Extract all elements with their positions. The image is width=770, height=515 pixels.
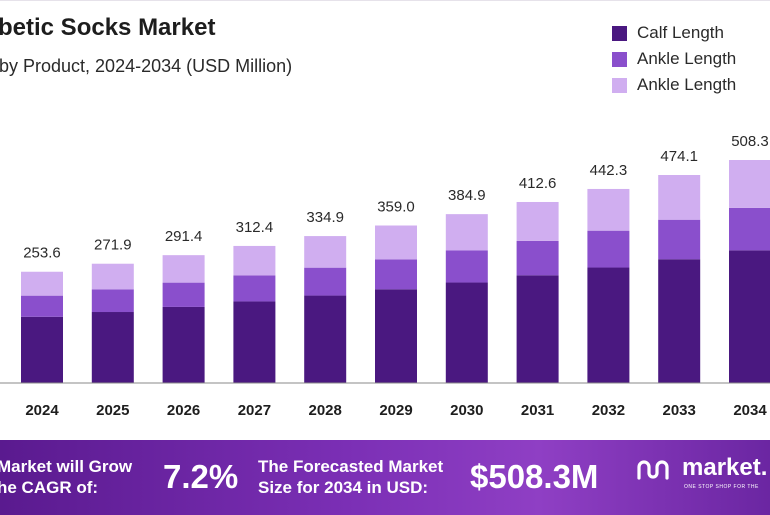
bar-2034-ankle-length-1 bbox=[729, 207, 770, 251]
cagr-value: 7.2% bbox=[163, 458, 239, 495]
x-tick-2025: 2025 bbox=[96, 402, 129, 419]
bar-2030-ankle-length-1 bbox=[445, 250, 488, 283]
total-label-2025: 271.9 bbox=[94, 237, 132, 254]
bar-2033-ankle-length-1 bbox=[658, 219, 701, 260]
bar-2032-calf-length-0 bbox=[587, 267, 630, 383]
bar-2027-ankle-length-2 bbox=[233, 245, 276, 276]
bar-2025-calf-length-0 bbox=[91, 312, 134, 383]
chart-subtitle: by Product, 2024-2034 (USD Million) bbox=[0, 56, 293, 76]
total-label-2033: 474.1 bbox=[660, 148, 698, 165]
forecast-caption-line2: Size for 2034 in USD: bbox=[258, 478, 429, 497]
bar-2032-ankle-length-2 bbox=[587, 188, 630, 231]
bar-2026-calf-length-0 bbox=[162, 306, 205, 383]
bar-2032-ankle-length-1 bbox=[587, 230, 630, 268]
bar-2029-ankle-length-2 bbox=[375, 225, 417, 260]
logo-tagline: ONE STOP SHOP FOR THE bbox=[684, 484, 759, 490]
bar-2028-ankle-length-2 bbox=[304, 236, 347, 268]
total-label-2031: 412.6 bbox=[519, 175, 557, 192]
legend-label-ankle-length-2: Ankle Length bbox=[637, 75, 737, 94]
x-tick-2027: 2027 bbox=[238, 402, 271, 419]
x-tick-2031: 2031 bbox=[521, 402, 554, 419]
legend-label-calf-length: Calf Length bbox=[637, 23, 724, 42]
bar-2026-ankle-length-2 bbox=[162, 255, 205, 283]
total-label-2034: 508.3 bbox=[731, 133, 769, 150]
bar-2034-calf-length-0 bbox=[729, 250, 770, 383]
logo-icon bbox=[637, 460, 669, 480]
bar-2028-calf-length-0 bbox=[304, 295, 347, 383]
total-label-2032: 442.3 bbox=[590, 162, 628, 179]
legend-swatch-ankle-length bbox=[612, 51, 627, 67]
x-tick-2033: 2033 bbox=[663, 402, 696, 419]
cagr-caption-line2: he CAGR of: bbox=[0, 478, 99, 497]
forecast-value: $508.3M bbox=[470, 458, 599, 495]
bar-2024-ankle-length-1 bbox=[21, 295, 63, 317]
bar-2030-calf-length-0 bbox=[445, 282, 488, 383]
bar-2024-ankle-length-2 bbox=[21, 271, 63, 296]
bar-2025-ankle-length-2 bbox=[91, 263, 134, 290]
bar-2024-calf-length-0 bbox=[21, 316, 63, 383]
x-tick-2030: 2030 bbox=[450, 402, 483, 419]
bar-2027-calf-length-0 bbox=[233, 301, 276, 383]
total-label-2029: 359.0 bbox=[377, 199, 415, 216]
bar-2033-ankle-length-2 bbox=[658, 175, 701, 220]
bar-2028-ankle-length-1 bbox=[304, 267, 347, 296]
bar-2034-ankle-length-2 bbox=[729, 160, 770, 208]
total-label-2030: 384.9 bbox=[448, 187, 486, 204]
legend-item-ankle-length: Ankle Length bbox=[612, 46, 736, 72]
bar-2026-ankle-length-1 bbox=[162, 282, 205, 307]
bar-2029-ankle-length-1 bbox=[375, 259, 417, 290]
bar-2025-ankle-length-1 bbox=[91, 289, 134, 313]
total-label-2026: 291.4 bbox=[165, 228, 203, 245]
x-tick-2024: 2024 bbox=[25, 402, 59, 419]
legend-swatch-ankle-length-2 bbox=[612, 77, 627, 93]
bar-2033-calf-length-0 bbox=[658, 259, 701, 383]
total-label-2027: 312.4 bbox=[236, 219, 274, 236]
logo-text: market. bbox=[682, 454, 768, 481]
x-tick-2028: 2028 bbox=[309, 402, 342, 419]
stacked-bar-chart: 253.6 2024 271.9 2025 291.4 2026 312.4 2027 334.… bbox=[0, 133, 770, 419]
cagr-caption: Market will Grow he CAGR of: bbox=[0, 456, 132, 498]
x-tick-2032: 2032 bbox=[592, 402, 625, 419]
chart-title: betic Socks Market bbox=[0, 14, 216, 41]
legend-item-calf-length: Calf Length bbox=[612, 20, 736, 46]
x-tick-2034: 2034 bbox=[733, 402, 767, 419]
bar-2029-calf-length-0 bbox=[375, 289, 417, 383]
bar-2027-ankle-length-1 bbox=[233, 275, 276, 302]
bar-2031-ankle-length-2 bbox=[516, 201, 559, 241]
bar-2030-ankle-length-2 bbox=[445, 214, 488, 251]
x-tick-2029: 2029 bbox=[379, 402, 412, 419]
forecast-caption: The Forecasted Market Size for 2034 in U… bbox=[258, 456, 443, 498]
legend-label-ankle-length: Ankle Length bbox=[637, 49, 737, 68]
forecast-caption-line1: The Forecasted Market bbox=[258, 457, 444, 476]
bar-2031-calf-length-0 bbox=[516, 275, 559, 383]
total-label-2028: 334.9 bbox=[306, 209, 344, 226]
x-tick-2026: 2026 bbox=[167, 402, 200, 419]
market-logo: market. ONE STOP SHOP FOR THE bbox=[636, 454, 770, 494]
legend-swatch-calf-length bbox=[612, 25, 627, 41]
summary-banner: Market will Grow he CAGR of: 7.2% The Fo… bbox=[0, 440, 770, 515]
legend-item-ankle-length-2: Ankle Length bbox=[612, 72, 736, 98]
chart-legend: Calf Length Ankle Length Ankle Length bbox=[612, 20, 736, 98]
bar-2031-ankle-length-1 bbox=[516, 240, 559, 276]
cagr-caption-line1: Market will Grow bbox=[0, 457, 133, 476]
total-label-2024: 253.6 bbox=[23, 245, 61, 262]
